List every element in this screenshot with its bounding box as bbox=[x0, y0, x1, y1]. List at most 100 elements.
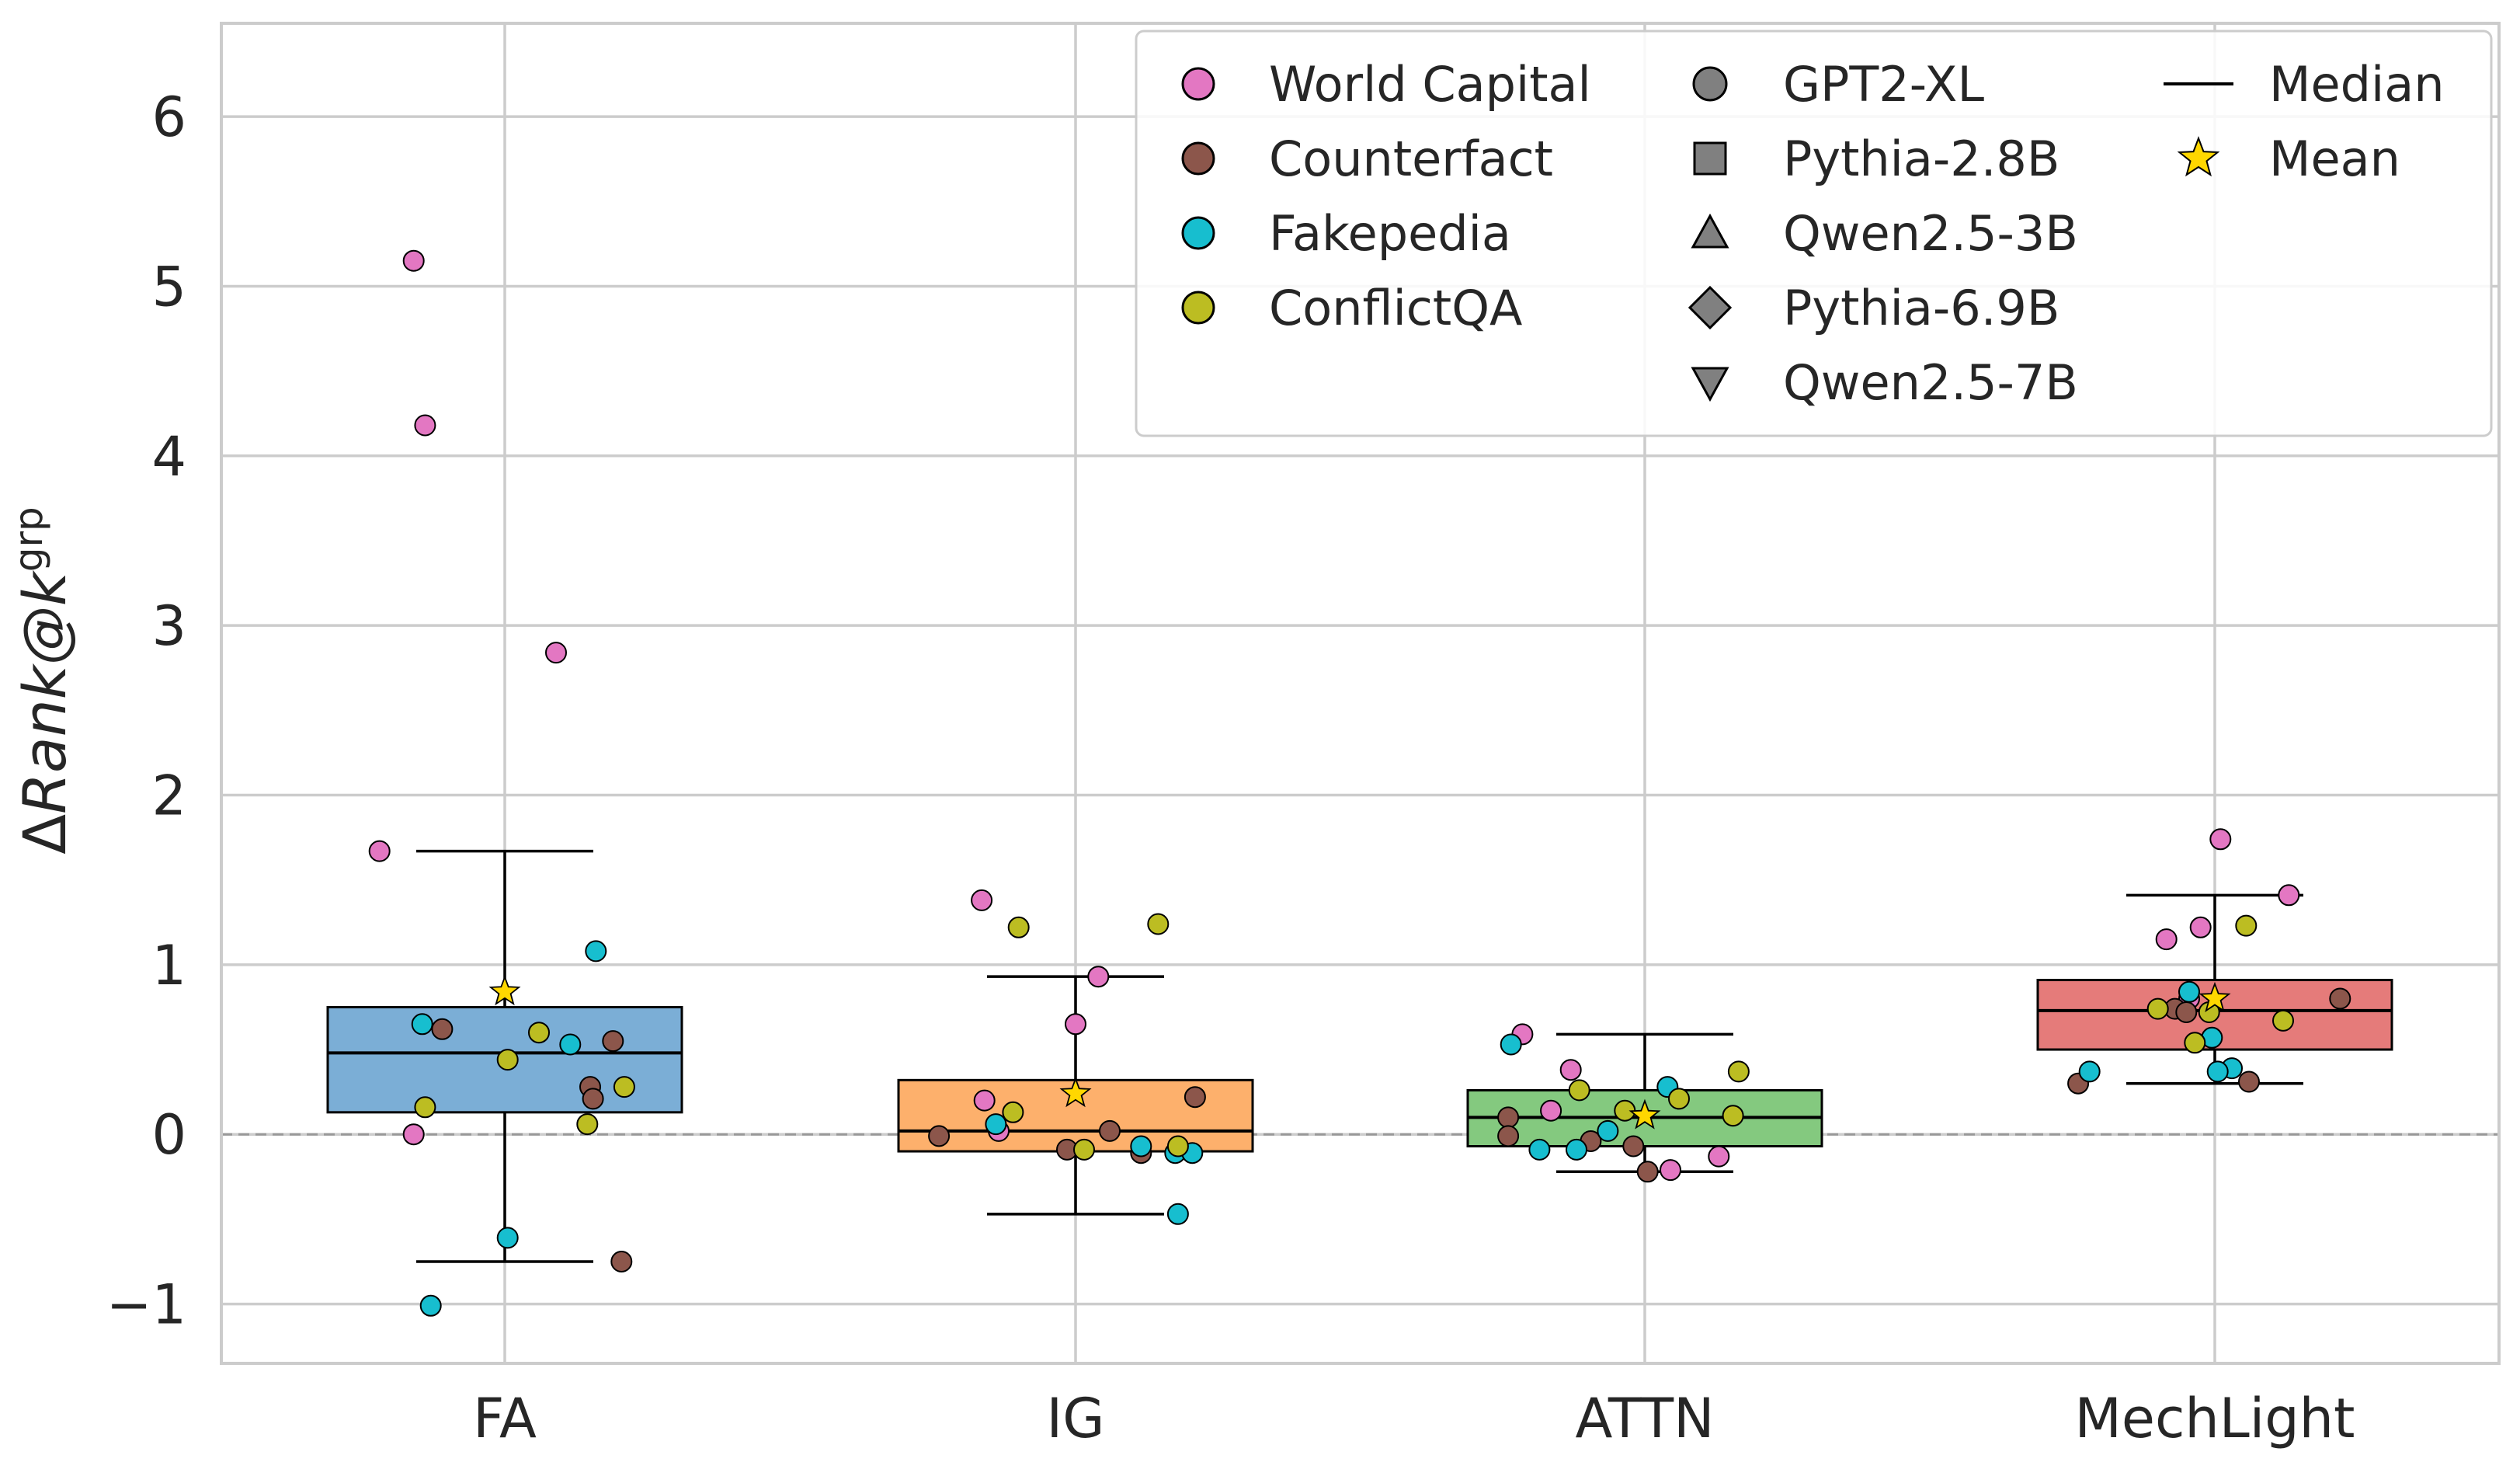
data-point bbox=[559, 1033, 582, 1056]
data-point bbox=[928, 1125, 951, 1147]
data-point bbox=[2155, 928, 2178, 951]
data-point bbox=[1668, 1088, 1690, 1110]
data-point bbox=[1528, 1138, 1551, 1161]
mean-markers bbox=[488, 975, 2231, 1130]
data-point bbox=[414, 1096, 436, 1119]
y-tick-label: −1 bbox=[106, 1273, 186, 1337]
data-point bbox=[2078, 1060, 2101, 1083]
y-axis-label-superscript: grp bbox=[6, 507, 51, 572]
legend-label: Pythia-2.8B bbox=[1783, 131, 2059, 187]
legend-item-qwen2-5-3b: Qwen2.5-3B bbox=[1691, 205, 2078, 262]
data-point bbox=[971, 889, 993, 911]
data-point bbox=[528, 1022, 550, 1044]
legend-item-pythia-6-9b: Pythia-6.9B bbox=[1688, 280, 2059, 336]
legend-item-median: Median bbox=[2164, 56, 2445, 113]
scatter-points bbox=[368, 249, 2351, 1317]
data-point bbox=[2178, 980, 2200, 1003]
legend-marker-square bbox=[1693, 141, 1727, 176]
x-tick-label-attn: ATTN bbox=[1575, 1387, 1714, 1450]
data-point bbox=[1622, 1135, 1645, 1157]
data-point bbox=[545, 642, 567, 664]
data-point bbox=[1147, 913, 1170, 935]
data-point bbox=[602, 1030, 624, 1053]
data-point bbox=[2238, 1070, 2260, 1093]
plot-frame bbox=[220, 22, 2501, 1365]
data-point bbox=[2209, 828, 2232, 851]
data-point bbox=[496, 1049, 519, 1071]
data-point bbox=[1184, 1086, 1206, 1109]
data-point bbox=[2184, 1032, 2206, 1054]
mean-star-mechlight bbox=[2198, 981, 2231, 1012]
data-point bbox=[2235, 914, 2258, 937]
data-point bbox=[973, 1089, 996, 1112]
data-point bbox=[1727, 1060, 1750, 1083]
legend-item-mean: Mean bbox=[2177, 131, 2400, 187]
data-point bbox=[1660, 1159, 1681, 1182]
data-point bbox=[1497, 1106, 1520, 1129]
data-point bbox=[1722, 1105, 1744, 1127]
data-point bbox=[1130, 1135, 1152, 1157]
data-point bbox=[610, 1251, 633, 1272]
legend-item-conflictqa: ConflictQA bbox=[1181, 280, 1522, 336]
legend-item-qwen2-5-7b: Qwen2.5-7B bbox=[1691, 354, 2078, 411]
legend-marker-circle bbox=[1692, 66, 1728, 102]
legend-marker-triangle-up bbox=[1691, 213, 1729, 249]
mean-star-ig bbox=[1059, 1077, 1092, 1108]
data-point bbox=[411, 1013, 433, 1036]
legend-label: Pythia-6.9B bbox=[1783, 280, 2059, 336]
legend-label: Fakepedia bbox=[1269, 205, 1511, 262]
data-point bbox=[1007, 916, 1030, 938]
legend-marker-circle bbox=[1181, 291, 1215, 325]
legend-marker-diamond bbox=[1688, 285, 1733, 330]
legend-label: ConflictQA bbox=[1269, 280, 1522, 336]
data-point bbox=[414, 414, 436, 437]
legend-marker-circle bbox=[1181, 67, 1215, 101]
data-point bbox=[613, 1076, 635, 1098]
legend-box bbox=[1135, 30, 2493, 437]
x-axis-ticks: FA IG ATTN MechLight bbox=[473, 1387, 2355, 1450]
data-point bbox=[1073, 1138, 1095, 1161]
legend-marker-triangle-down bbox=[1691, 367, 1729, 402]
data-point bbox=[419, 1294, 442, 1317]
legend-item-gpt2-xl: GPT2-XL bbox=[1692, 56, 1985, 113]
data-point bbox=[2329, 987, 2351, 1010]
data-point bbox=[2272, 1009, 2294, 1032]
mean-star-attn bbox=[1628, 1098, 1661, 1130]
data-point bbox=[431, 1018, 454, 1040]
y-axis-label-main: Rank@k bbox=[10, 569, 79, 814]
legend-item-fakepedia: Fakepedia bbox=[1181, 205, 1511, 262]
data-point bbox=[576, 1113, 599, 1136]
data-point bbox=[1065, 1013, 1086, 1036]
y-axis-label: ΔRank@kgrp bbox=[6, 507, 79, 855]
legend-marker-circle bbox=[1181, 141, 1215, 176]
y-tick-label: 4 bbox=[151, 425, 186, 489]
x-tick-label-ig: IG bbox=[1047, 1387, 1105, 1450]
data-point bbox=[1597, 1119, 1619, 1142]
data-point bbox=[985, 1113, 1007, 1136]
legend-item-pythia-2-8b: Pythia-2.8B bbox=[1693, 131, 2059, 187]
y-tick-label: 6 bbox=[151, 85, 186, 149]
data-point bbox=[1708, 1145, 1730, 1168]
data-point bbox=[2189, 916, 2212, 938]
mean-star-fa bbox=[488, 975, 521, 1006]
data-point bbox=[1002, 1101, 1024, 1123]
data-point bbox=[1559, 1059, 1582, 1081]
legend-label: Mean bbox=[2269, 131, 2400, 187]
legend-item-counterfact: Counterfact bbox=[1181, 131, 1553, 187]
data-point bbox=[585, 940, 607, 963]
y-tick-label: 1 bbox=[151, 934, 186, 997]
data-point bbox=[582, 1088, 604, 1110]
legend-item-world-capital: World Capital bbox=[1181, 56, 1591, 113]
legend-label: Median bbox=[2269, 56, 2445, 113]
legend: World Capital Counterfact Fakepedia Conflic… bbox=[1135, 30, 2493, 437]
y-tick-label: 0 bbox=[151, 1103, 186, 1167]
legend-marker-circle bbox=[1181, 216, 1215, 250]
legend-label: World Capital bbox=[1269, 56, 1591, 113]
x-tick-label-fa: FA bbox=[473, 1387, 537, 1450]
data-point bbox=[1099, 1119, 1121, 1142]
data-point bbox=[1497, 1125, 1520, 1147]
data-point bbox=[2278, 884, 2300, 907]
x-tick-label-mechlight: MechLight bbox=[2074, 1387, 2355, 1450]
legend-label: Qwen2.5-3B bbox=[1783, 205, 2078, 262]
